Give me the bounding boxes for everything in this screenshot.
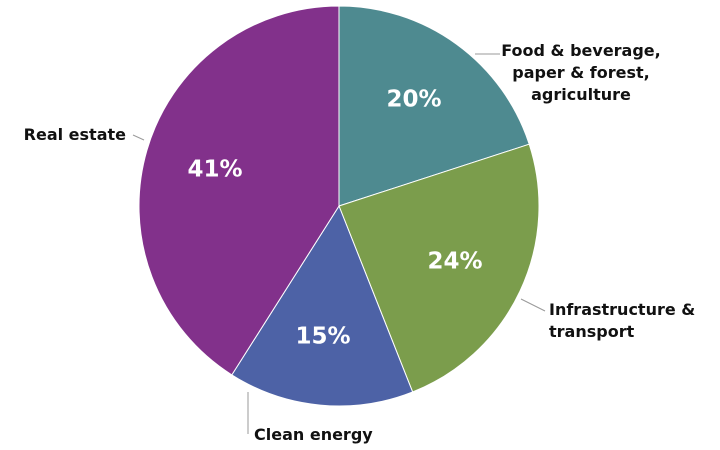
pie-slice-1 <box>338 5 530 207</box>
category-labels: Food & beverage, paper & forest, agricultu… <box>24 41 696 444</box>
slice-percentage-label: 41% <box>187 157 242 183</box>
leader-line <box>520 298 546 312</box>
category-label-line: paper & forest, <box>512 63 649 82</box>
slice-percentage-label: 15% <box>295 324 350 350</box>
leader-line <box>132 134 145 141</box>
category-label: Clean energy <box>254 425 373 444</box>
slice-percentage-label: 24% <box>427 249 482 275</box>
pie-slice-3 <box>231 204 414 407</box>
pie-slice-4 <box>138 5 340 376</box>
category-label-line: agriculture <box>531 85 631 104</box>
category-label-line: Real estate <box>24 125 126 144</box>
category-label-line: Clean energy <box>254 425 373 444</box>
pie-slices <box>138 5 540 407</box>
pie-slice-2 <box>338 143 540 393</box>
category-label: Infrastructure & transport <box>549 300 695 341</box>
category-label: Real estate <box>24 125 126 144</box>
category-label-line: Food & beverage, <box>501 41 660 60</box>
category-label: Food & beverage, paper & forest, agricultu… <box>501 41 660 104</box>
slice-percentage-label: 20% <box>386 87 441 113</box>
category-label-line: Infrastructure & <box>549 300 695 319</box>
leader-lines <box>132 53 546 434</box>
category-label-line: transport <box>549 322 635 341</box>
percentage-labels: 20% 24% 15% 41% <box>187 87 482 350</box>
